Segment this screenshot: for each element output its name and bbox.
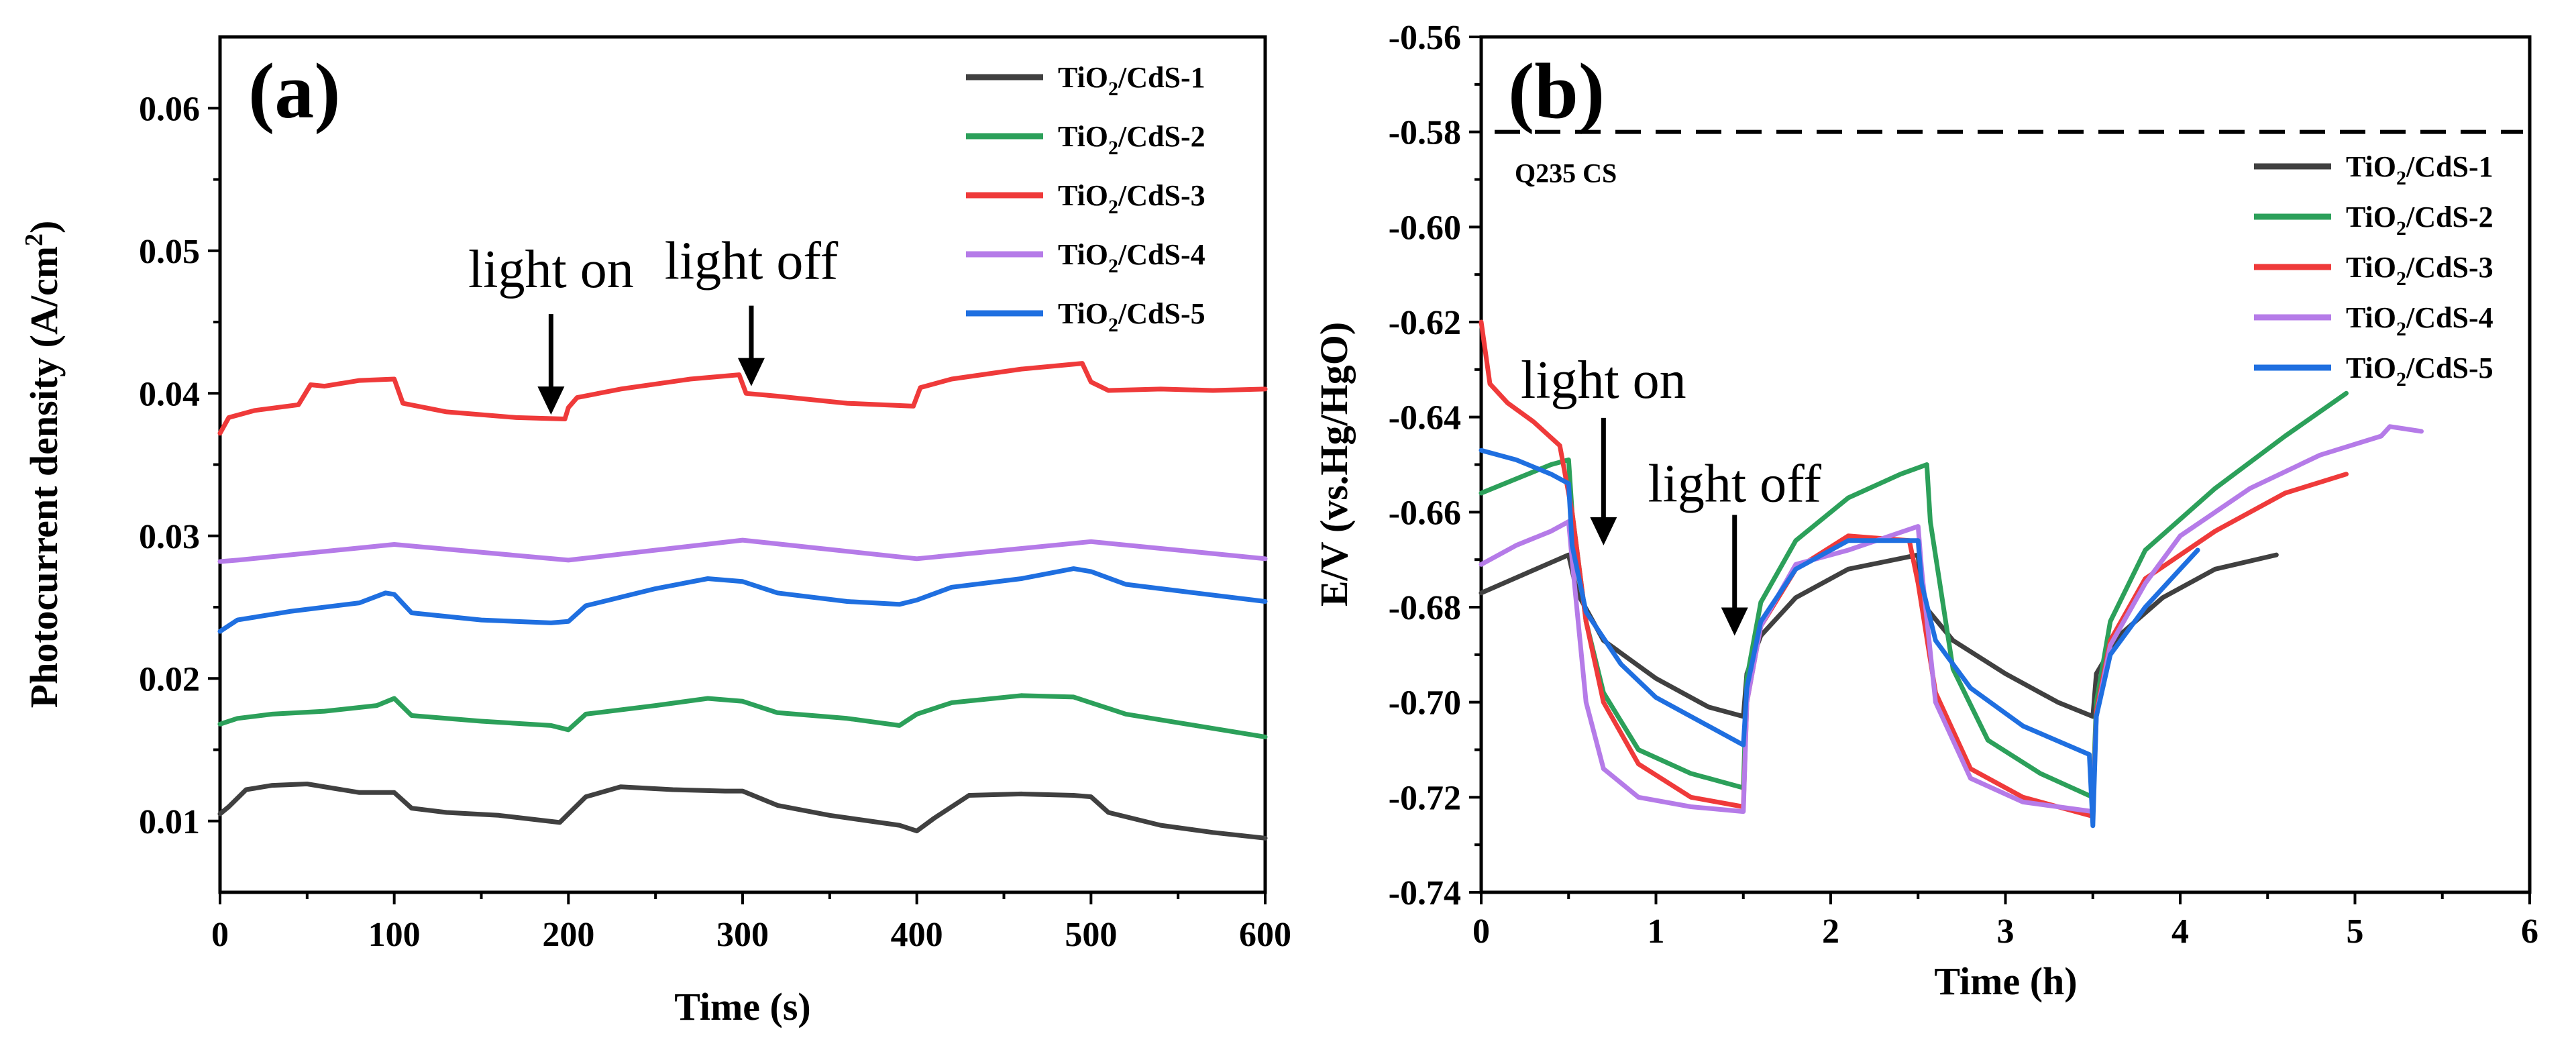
y-tick-label: 0.04 bbox=[139, 375, 200, 413]
x-axis-label-a: Time (s) bbox=[674, 985, 811, 1028]
series-line-4 bbox=[1479, 424, 2424, 814]
series-line-5 bbox=[1479, 447, 2200, 829]
series-line-2 bbox=[217, 693, 1268, 739]
y-tick-label: -0.62 bbox=[1389, 304, 1461, 342]
reference-label: Q235 CS bbox=[1515, 158, 1617, 189]
x-tick-label: 2 bbox=[1822, 912, 1839, 951]
panel-label-b: (b) bbox=[1508, 47, 1605, 135]
y-tick-label: -0.68 bbox=[1389, 589, 1461, 627]
x-axis-label-b: Time (h) bbox=[1934, 959, 2077, 1003]
legend-entry: TiO2/CdS-1 bbox=[1058, 61, 1205, 100]
x-tick-label: 500 bbox=[1065, 916, 1117, 954]
y-tick-label: -0.70 bbox=[1389, 684, 1461, 723]
x-tick-label: 100 bbox=[368, 916, 421, 954]
x-tick-label: 3 bbox=[1997, 912, 2015, 951]
series-line-4 bbox=[217, 537, 1268, 564]
legend-a: TiO2/CdS-1 TiO2/CdS-2 TiO2/CdS-3 TiO2/CdS-4… bbox=[966, 61, 1205, 336]
annotation-arrowhead bbox=[537, 386, 565, 415]
annotation-text: light off bbox=[1648, 455, 1821, 514]
legend-entry: TiO2/CdS-5 bbox=[2346, 352, 2493, 390]
y-tick-label: -0.72 bbox=[1389, 779, 1461, 817]
chart-panel-a: 0 100 200 300 400 500 600 0.01 0.02 0.03 0.04 0.05 0… bbox=[20, 35, 1291, 1028]
x-tick-label: 200 bbox=[542, 916, 594, 954]
y-tick-label: -0.56 bbox=[1389, 19, 1461, 57]
legend-entry: TiO2/CdS-1 bbox=[2346, 150, 2493, 189]
x-tick-label: 600 bbox=[1239, 916, 1291, 954]
legend-entry: TiO2/CdS-5 bbox=[1058, 297, 1205, 336]
x-tick-label: 4 bbox=[2171, 912, 2189, 951]
legend-b: TiO2/CdS-1 TiO2/CdS-2 TiO2/CdS-3 TiO2/CdS-4… bbox=[2254, 150, 2493, 390]
legend-entry: TiO2/CdS-4 bbox=[2346, 301, 2493, 340]
y-tick-label: 0.02 bbox=[139, 660, 200, 698]
annotation-arrowhead bbox=[1721, 607, 1748, 636]
plot-frame-a bbox=[218, 35, 1267, 894]
x-tick-label: 1 bbox=[1648, 912, 1665, 951]
legend-entry: TiO2/CdS-4 bbox=[1058, 238, 1205, 277]
series-line-3 bbox=[217, 361, 1268, 436]
x-tick-label: 0 bbox=[1472, 912, 1490, 951]
x-tick-label: 6 bbox=[2521, 912, 2538, 951]
series-line-2 bbox=[1479, 390, 2349, 800]
x-tick-label: 400 bbox=[891, 916, 943, 954]
y-tick-label: 0.01 bbox=[139, 803, 200, 841]
y-tick-label: -0.66 bbox=[1389, 494, 1461, 532]
y-tick-label: 0.05 bbox=[139, 233, 200, 271]
y-tick-label: -0.58 bbox=[1389, 114, 1461, 152]
series-line-1 bbox=[217, 782, 1268, 841]
annotation-arrowhead bbox=[1590, 517, 1617, 545]
y-axis-label-b: E/V (vs.Hg/HgO) bbox=[1312, 322, 1356, 606]
annotation-text: light on bbox=[1521, 351, 1686, 410]
panel-label-a: (a) bbox=[248, 47, 341, 135]
chart-panel-b: 0 1 2 3 4 5 6 -0.74 -0.72 -0.70 -0.68 -0.66 -0.64 -0.… bbox=[1312, 19, 2538, 1003]
annotation-arrowhead bbox=[737, 358, 765, 386]
y-tick-label: -0.74 bbox=[1389, 874, 1461, 912]
x-tick-label: 5 bbox=[2347, 912, 2364, 951]
legend-entry: TiO2/CdS-2 bbox=[2346, 201, 2493, 240]
legend-entry: TiO2/CdS-3 bbox=[1058, 179, 1205, 218]
y-tick-label: 0.03 bbox=[139, 518, 200, 556]
series-line-5 bbox=[217, 566, 1268, 634]
annotation-text: light on bbox=[468, 240, 634, 299]
y-axis-label-a: Photocurrent density (A/cm2) bbox=[20, 221, 66, 708]
x-tick-label: 300 bbox=[716, 916, 769, 954]
y-tick-label: -0.60 bbox=[1389, 209, 1461, 247]
y-tick-label: 0.06 bbox=[139, 90, 200, 128]
x-tick-label: 0 bbox=[211, 916, 229, 954]
y-tick-label: -0.64 bbox=[1389, 399, 1461, 437]
legend-entry: TiO2/CdS-2 bbox=[1058, 120, 1205, 159]
annotation-text: light off bbox=[665, 232, 839, 291]
legend-entry: TiO2/CdS-3 bbox=[2346, 251, 2493, 290]
